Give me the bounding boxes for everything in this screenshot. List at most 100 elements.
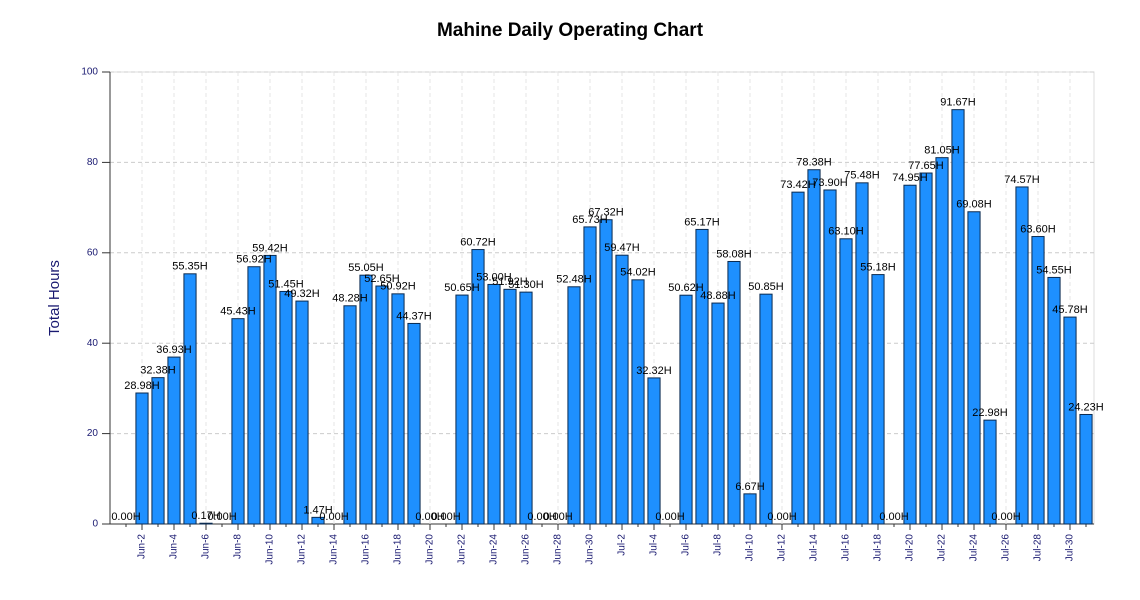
bar <box>743 493 757 525</box>
bar <box>839 238 853 525</box>
data-label: 50.85H <box>748 281 784 293</box>
data-label: 81.05H <box>924 145 960 157</box>
bar <box>631 279 645 525</box>
x-tick-label: Jun-28 <box>553 534 564 565</box>
bar <box>503 288 517 525</box>
data-label: 53.00H <box>476 271 512 283</box>
x-tick-label: Jul-10 <box>745 534 756 562</box>
data-label: 58.08H <box>716 248 752 260</box>
data-label: 32.32H <box>636 365 672 377</box>
data-label: 69.08H <box>956 199 992 211</box>
bar <box>359 274 373 525</box>
x-tick-label: Jun-6 <box>201 534 212 559</box>
data-label: 0.00H <box>319 511 348 523</box>
data-label: 0.00H <box>111 511 140 523</box>
bar <box>791 191 805 525</box>
x-tick-label: Jul-24 <box>969 534 980 562</box>
data-label: 51.92H <box>492 276 528 288</box>
x-tick-label: Jun-10 <box>265 534 276 565</box>
x-tick-label: Jun-26 <box>521 534 532 565</box>
bar <box>615 254 629 525</box>
bar <box>263 254 277 525</box>
data-label: 0.00H <box>527 511 556 523</box>
bar <box>311 516 325 525</box>
data-label: 6.67H <box>735 481 764 493</box>
bar <box>375 285 389 525</box>
bar <box>903 184 917 525</box>
data-label: 52.65H <box>364 273 400 285</box>
x-tick-label: Jun-16 <box>361 534 372 565</box>
data-label: 54.02H <box>620 267 656 279</box>
bar <box>1031 236 1045 525</box>
x-tick-label: Jun-22 <box>457 534 468 565</box>
data-label: 0.00H <box>879 511 908 523</box>
data-label: 60.72H <box>460 236 496 248</box>
bar <box>407 322 421 525</box>
data-label: 78.38H <box>796 157 832 169</box>
x-tick-label: Jun-14 <box>329 534 340 565</box>
bar <box>391 293 405 525</box>
x-tick-label: Jul-22 <box>937 534 948 562</box>
y-tick-label: 100 <box>81 67 98 78</box>
x-tick-label: Jun-20 <box>425 534 436 565</box>
x-tick-label: Jul-16 <box>841 534 852 562</box>
bar <box>871 274 885 525</box>
data-label: 63.60H <box>1020 223 1056 235</box>
data-label: 0.00H <box>431 511 460 523</box>
data-label: 48.28H <box>332 293 368 305</box>
data-label: 0.00H <box>207 511 236 523</box>
data-label: 74.57H <box>1004 174 1040 186</box>
data-label: 63.10H <box>828 226 864 238</box>
data-label: 50.62H <box>668 282 704 294</box>
x-tick-label: Jun-18 <box>393 534 404 565</box>
data-label: 75.48H <box>844 170 880 182</box>
bar <box>1015 186 1029 525</box>
bar <box>231 318 245 525</box>
bar <box>567 286 581 525</box>
x-tick-label: Jun-24 <box>489 534 500 565</box>
bar <box>455 294 469 525</box>
data-label: 32.38H <box>140 365 176 377</box>
bar <box>471 249 485 525</box>
bar <box>519 291 533 525</box>
x-tick-label: Jul-18 <box>873 534 884 562</box>
data-label: 55.05H <box>348 262 384 274</box>
x-tick-label: Jul-8 <box>713 534 724 556</box>
data-label: 50.65H <box>444 282 480 294</box>
x-tick-label: Jun-2 <box>137 534 148 559</box>
data-label: 74.95H <box>892 172 928 184</box>
data-label: 77.65H <box>908 160 944 172</box>
x-tick-label: Jul-14 <box>809 534 820 562</box>
x-tick-label: Jul-12 <box>777 534 788 562</box>
bar <box>135 392 149 525</box>
data-label: 52.48H <box>556 274 592 286</box>
chart-title: Mahine Daily Operating Chart <box>437 20 704 41</box>
x-tick-label: Jul-26 <box>1001 534 1012 562</box>
x-tick-label: Jul-4 <box>649 534 660 556</box>
data-label: 51.45H <box>268 278 304 290</box>
data-label: 51.30H <box>508 279 544 291</box>
data-label: 44.37H <box>396 310 432 322</box>
x-tick-label: Jul-6 <box>681 534 692 556</box>
data-label: 73.90H <box>812 177 848 189</box>
data-label: 55.35H <box>172 261 208 273</box>
bar <box>279 290 293 525</box>
data-label: 1.47H <box>303 504 332 516</box>
x-tick-label: Jul-30 <box>1065 534 1076 562</box>
x-tick-label: Jul-2 <box>617 534 628 556</box>
bar <box>583 226 597 525</box>
bar <box>967 211 981 525</box>
y-axis-label: Total Hours <box>46 260 63 336</box>
bar <box>983 419 997 525</box>
bar <box>807 169 821 525</box>
bar <box>1079 413 1093 525</box>
bar <box>183 273 197 525</box>
bar <box>695 228 709 525</box>
data-label: 56.92H <box>236 254 272 266</box>
bar <box>823 189 837 525</box>
data-label: 28.98H <box>124 380 160 392</box>
y-tick-label: 20 <box>87 428 99 439</box>
data-label: 24.23H <box>1068 401 1104 413</box>
data-label: 0.17H <box>191 510 220 522</box>
